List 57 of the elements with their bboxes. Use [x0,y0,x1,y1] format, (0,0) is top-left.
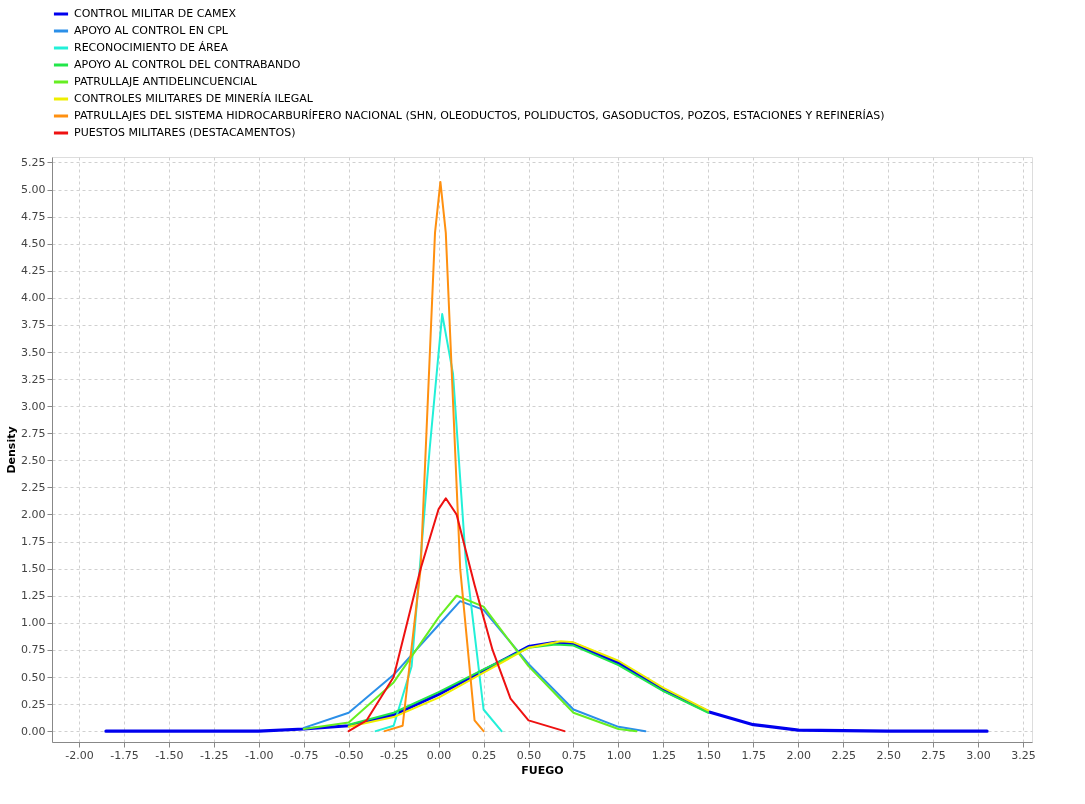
legend-label: APOYO AL CONTROL DEL CONTRABANDO [74,58,301,71]
x-tick-label: -0.75 [290,748,319,762]
x-tick-label: -1.00 [245,748,274,762]
y-tick-label: 5.25 [21,155,46,169]
y-tick-label: 1.50 [21,562,46,576]
x-tick-label: -1.75 [110,748,139,762]
x-tick-label: 0.00 [426,748,452,762]
y-tick-label: 1.25 [21,589,46,603]
legend-label: APOYO AL CONTROL EN CPL [74,24,229,37]
y-tick-label: 3.25 [21,372,46,386]
y-tick-label: 4.25 [21,264,46,278]
y-tick-label: 2.25 [21,480,46,494]
y-tick-label: 1.00 [21,616,46,630]
x-tick-label: 1.50 [696,748,722,762]
y-tick-label: 0.50 [21,670,46,684]
x-axis-title: FUEGO [521,763,564,777]
x-tick-label: 2.75 [921,748,946,762]
x-tick-label: -0.50 [334,748,364,762]
y-tick-label: 2.50 [21,453,46,467]
x-tick-label: 2.50 [876,748,901,762]
y-axis-title: Density [5,426,19,474]
x-tick-label: 2.00 [786,748,811,762]
legend-label: PATRULLAJE ANTIDELINCUENCIAL [74,75,258,88]
legend-label: CONTROL MILITAR DE CAMEX [74,7,237,20]
y-tick-label: 4.75 [21,210,46,224]
x-tick-label: -0.25 [379,748,409,762]
line-series [383,180,485,733]
y-tick-label: 2.75 [21,426,46,440]
y-tick-label: 0.75 [21,643,46,657]
x-tick-label: -1.25 [200,748,229,762]
legend-label: PATRULLAJES DEL SISTEMA HIDROCARBURÍFERO NACIONAL (SHN, OLEODUCTOS, POLIDUCTOS, GASODUCTOS, POZOS, ESTACIONES Y REFINERÍAS) [74,109,885,122]
x-tick-label: 2.25 [831,748,856,762]
y-tick-label: 4.00 [21,291,46,305]
x-tick-label: 0.50 [516,748,542,762]
x-tick-label: 3.00 [966,748,991,762]
legend-label: RECONOCIMIENTO DE ÁREA [74,41,229,54]
legend-label: PUESTOS MILITARES (DESTACAMENTOS) [74,126,296,139]
x-tick-label: 0.25 [471,748,497,762]
x-tick-label: -1.50 [155,748,184,762]
x-tick-label: 3.25 [1011,748,1036,762]
line-series [374,313,503,733]
y-tick-label: 3.00 [21,399,46,413]
y-tick-label: 3.75 [21,318,46,332]
y-tick-label: 2.00 [21,508,46,521]
y-tick-label: 3.50 [21,345,46,359]
x-tick-label: 0.75 [561,748,587,762]
y-tick-label: 4.50 [21,237,46,251]
x-tick-label: 1.00 [606,748,632,762]
legend-label: CONTROLES MILITARES DE MINERÍA ILEGAL [74,92,314,105]
line-series [347,497,566,733]
x-tick-label: -2.00 [65,748,94,762]
x-tick-label: 1.25 [651,748,677,762]
y-tick-label: 1.75 [21,535,46,549]
y-tick-label: 5.00 [21,183,46,196]
y-tick-label: 0.00 [21,724,46,738]
y-tick-label: 0.25 [21,697,46,711]
x-tick-label: 1.75 [741,748,767,762]
